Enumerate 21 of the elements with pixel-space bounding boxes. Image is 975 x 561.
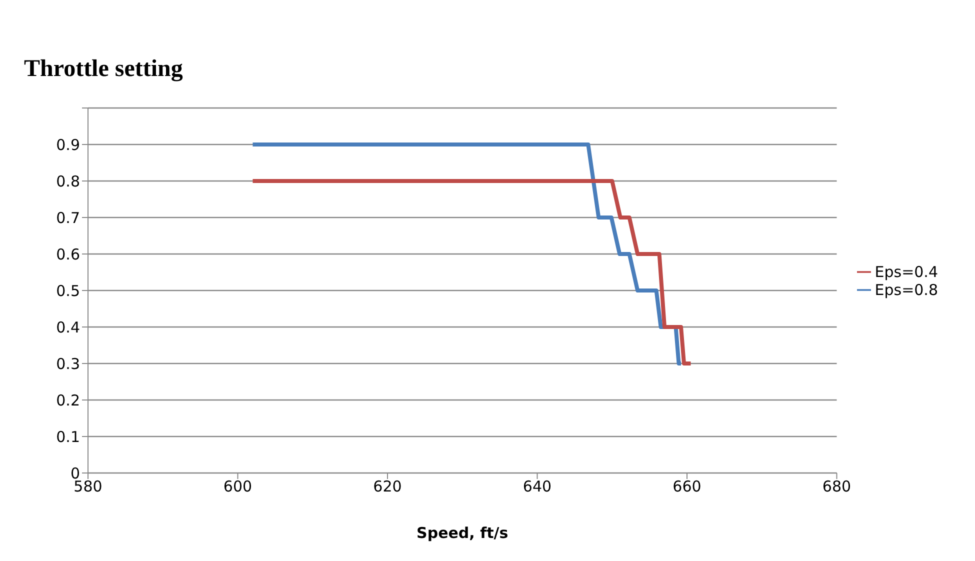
chart-title: Throttle setting	[24, 56, 183, 83]
y-tick-label: 0.9	[56, 136, 80, 154]
y-tick-label: 0.6	[56, 245, 80, 264]
x-tick-label: 620	[373, 478, 402, 496]
y-tick-label: 0.2	[56, 391, 80, 410]
line-series	[250, 179, 693, 366]
x-tick-label: 660	[672, 478, 702, 496]
x-axis-title: Speed, ft/s	[416, 524, 508, 542]
line-series	[250, 142, 684, 366]
x-tick-label: 580	[74, 478, 102, 496]
y-tick-label: 0.8	[56, 172, 80, 190]
y-tick-label: 0.3	[56, 354, 80, 373]
legend-label: Eps=0.8	[874, 280, 938, 298]
legend-label: Eps=0.4	[874, 262, 938, 280]
y-tick-label: 0.5	[56, 282, 80, 300]
x-tick-label: 680	[822, 478, 852, 496]
x-tick-label: 600	[223, 478, 252, 496]
x-tick-label: 640	[522, 478, 552, 496]
y-tick-label: 0.7	[56, 208, 80, 227]
y-tick-label: 0.1	[56, 428, 80, 446]
y-tick-label: 0.4	[56, 318, 80, 336]
